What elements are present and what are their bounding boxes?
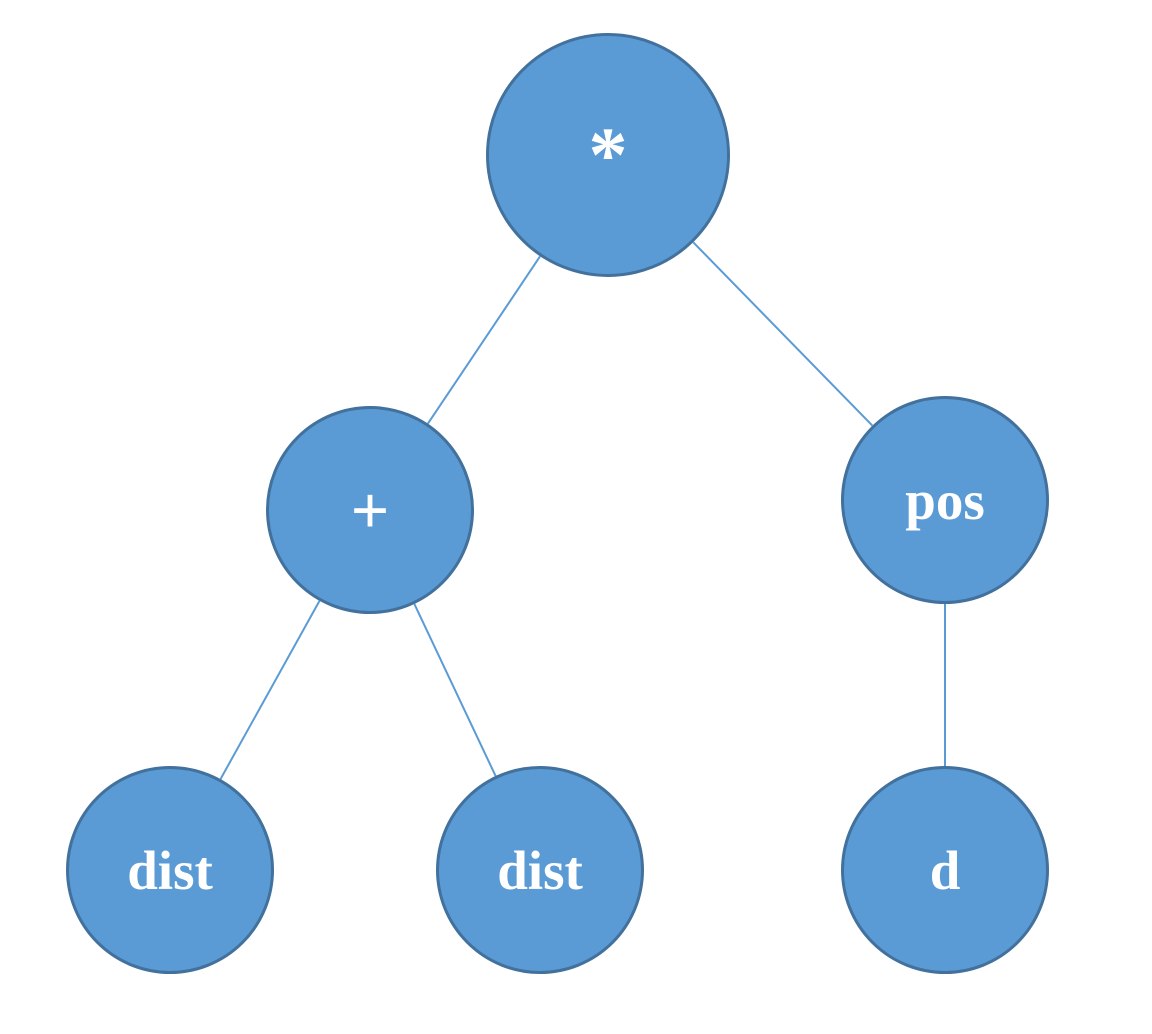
node-d: d — [841, 766, 1049, 974]
tree-diagram: * + pos dist dist d — [0, 0, 1152, 1034]
node-dist1: dist — [66, 766, 274, 974]
node-label: pos — [905, 469, 985, 532]
node-label: dist — [127, 839, 213, 902]
node-label: * — [589, 110, 628, 200]
edge-root-plus — [428, 256, 540, 423]
node-pos: pos — [841, 396, 1049, 604]
edge-plus-dist2 — [414, 604, 495, 776]
node-label: + — [351, 471, 390, 550]
node-dist2: dist — [436, 766, 644, 974]
node-label: dist — [497, 839, 583, 902]
edge-root-pos — [693, 242, 872, 425]
node-root: * — [486, 33, 730, 277]
node-plus: + — [266, 406, 474, 614]
node-label: d — [930, 839, 961, 902]
edge-plus-dist1 — [221, 601, 320, 779]
